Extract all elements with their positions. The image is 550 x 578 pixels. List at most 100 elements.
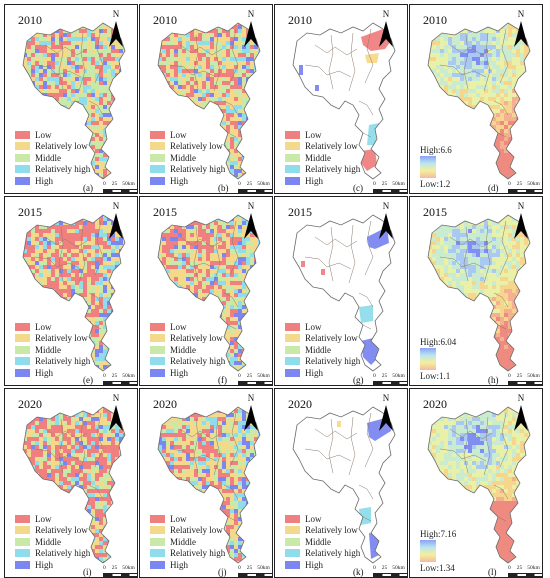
grid-cell <box>119 309 123 313</box>
grid-cell <box>436 89 440 93</box>
grid-cell <box>460 89 464 93</box>
grid-cell <box>250 41 254 45</box>
grid-cell <box>107 113 111 117</box>
grid-cell <box>492 57 496 61</box>
grid-cell <box>234 81 238 85</box>
grid-cell <box>43 281 47 285</box>
grid-cell <box>19 73 23 77</box>
grid-cell <box>154 61 158 65</box>
grid-cell <box>19 101 23 105</box>
grid-cell <box>95 81 99 85</box>
grid-cell <box>127 157 131 161</box>
grid-cell <box>103 325 107 329</box>
grid-cell <box>246 237 250 241</box>
grid-cell <box>226 97 230 101</box>
grid-cell <box>99 305 103 309</box>
grid-cell <box>107 241 111 245</box>
grid-cell <box>127 137 131 141</box>
grid-cell <box>67 313 71 317</box>
grid-cell <box>174 93 178 97</box>
grid-cell <box>512 29 516 33</box>
grid-cell <box>456 45 460 49</box>
grid-cell <box>456 133 460 137</box>
grid-cell <box>19 313 23 317</box>
grid-cell <box>154 45 158 49</box>
grid-cell <box>170 101 174 105</box>
grid-cell <box>186 45 190 49</box>
grid-cell <box>488 65 492 69</box>
grid-cell <box>43 33 47 37</box>
grid-cell <box>452 41 456 45</box>
grid-cell <box>452 73 456 77</box>
grid-cell <box>83 53 87 57</box>
grid-cell <box>115 45 119 49</box>
grid-cell <box>39 113 43 117</box>
grid-cell <box>242 57 246 61</box>
grid-cell <box>27 285 31 289</box>
grid-cell <box>452 37 456 41</box>
grid-cell <box>186 97 190 101</box>
grid-cell <box>103 41 107 45</box>
grid-cell <box>464 149 468 153</box>
grid-cell <box>424 85 428 89</box>
grid-cell <box>19 41 23 45</box>
grid-cell <box>95 49 99 53</box>
grid-cell <box>222 37 226 41</box>
legend-swatch <box>15 142 30 151</box>
grid-cell <box>127 149 131 153</box>
grid-cell <box>127 53 131 57</box>
grid-cell <box>107 37 111 41</box>
grid-cell <box>91 325 95 329</box>
grid-cell <box>202 89 206 93</box>
grid-cell <box>432 113 436 117</box>
grid-cell <box>31 77 35 81</box>
grid-cell <box>27 85 31 89</box>
grid-cell <box>35 249 39 253</box>
grid-cell <box>43 23 47 25</box>
grid-cell <box>127 125 131 129</box>
grid-cell <box>119 329 123 333</box>
grid-cell <box>71 257 75 261</box>
grid-cell <box>123 257 125 261</box>
grid-cell <box>27 101 31 105</box>
grid-cell <box>190 233 194 237</box>
grid-cell <box>464 177 468 179</box>
grid-cell <box>174 105 178 109</box>
grid-cell <box>119 45 123 49</box>
grid-cell <box>238 173 242 177</box>
grid-cell <box>162 93 166 97</box>
grid-cell <box>95 153 99 157</box>
grid-cell <box>460 165 464 169</box>
grid-cell <box>174 89 178 93</box>
grid-cell <box>424 61 428 65</box>
grid-cell <box>158 73 162 77</box>
grid-cell <box>460 129 464 133</box>
grid-cell <box>254 161 258 165</box>
legend-item: Relatively high <box>15 164 90 176</box>
grid-cell <box>194 233 198 237</box>
grid-cell <box>504 29 508 33</box>
grid-cell <box>19 301 23 305</box>
grid-cell <box>202 37 206 41</box>
grid-cell <box>111 253 115 257</box>
grid-cell <box>87 125 91 129</box>
grid-cell <box>111 157 115 161</box>
grid-cell <box>67 289 71 293</box>
grid-cell <box>250 85 254 89</box>
grid-cell <box>127 237 131 241</box>
grid-cell <box>250 77 254 81</box>
grid-cell <box>127 301 131 305</box>
grid-cell <box>210 233 214 237</box>
grid-cell <box>47 81 51 85</box>
grid-cell <box>194 41 198 45</box>
grid-cell <box>19 113 23 117</box>
grid-cell <box>504 141 508 145</box>
grid-cell <box>91 269 95 273</box>
grid-cell <box>31 305 35 309</box>
grid-cell <box>158 65 162 69</box>
grid-cell <box>19 277 23 281</box>
grid-cell <box>63 215 67 217</box>
grid-cell <box>63 121 67 125</box>
grid-cell <box>424 49 428 53</box>
grid-cell <box>91 129 95 133</box>
